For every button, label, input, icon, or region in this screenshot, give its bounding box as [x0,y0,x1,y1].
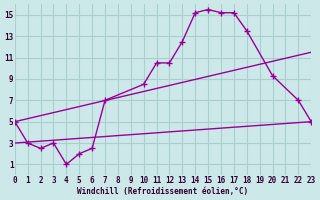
X-axis label: Windchill (Refroidissement éolien,°C): Windchill (Refroidissement éolien,°C) [77,187,249,196]
